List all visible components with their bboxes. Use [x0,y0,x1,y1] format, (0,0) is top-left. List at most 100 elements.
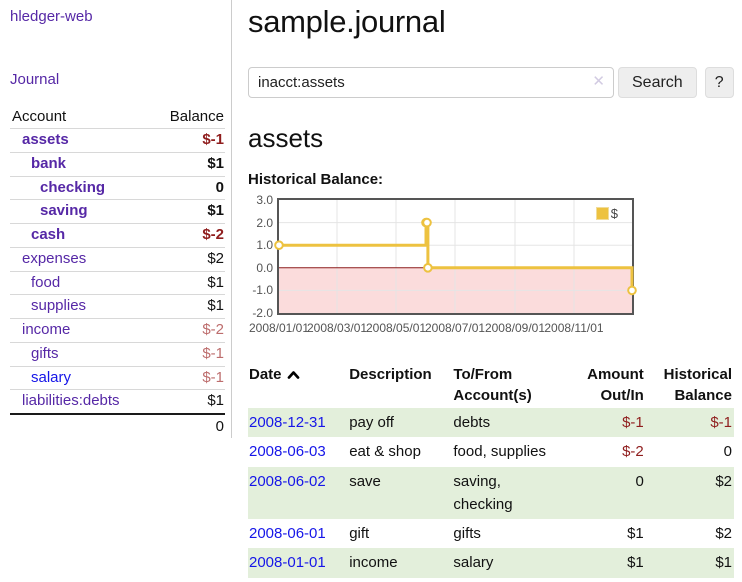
account-link[interactable]: gifts [31,344,59,362]
account-row-liabilities-debts: liabilities:debts $1 [10,389,225,414]
x-tick-label: 2008/01/01 [248,321,310,335]
account-balance: 0 [151,175,225,200]
account-row-assets: assets $-1 [10,128,225,153]
register-col-label: To/From Account(s) [453,366,532,404]
register-row: 2008-01-01 income salary $1 $1 [248,548,734,578]
legend-label: $ [610,206,618,221]
main-content: sample.journal ✕ Search ? assets Histori… [248,0,734,578]
chart-title: Historical Balance: [248,171,384,188]
x-tick-label: 2008/11/01 [544,321,604,335]
page-title: sample.journal [248,4,446,39]
x-tick-label: 2008/07/01 [424,321,486,335]
y-tick-label: -1.0 [252,283,273,298]
account-row-gifts: gifts $-1 [10,341,225,366]
search-bar: ✕ Search ? [248,67,734,98]
account-balance: $-1 [151,128,225,153]
accounts-header-balance: Balance [169,108,224,125]
account-row-food: food $1 [10,270,225,295]
accounts-total-spacer [10,413,152,438]
transaction-balance: 0 [723,443,732,461]
transaction-amount: 0 [635,472,644,490]
transaction-amount: $1 [627,525,644,542]
register-row: 2008-12-31 pay off debts $-1 $-1 [248,408,734,438]
transaction-amount: $-1 [622,414,644,431]
transaction-accounts: saving, checking [453,472,513,513]
accounts-header-row: Account Balance [10,105,225,129]
account-row-supplies: supplies $1 [10,294,225,319]
account-row-bank: bank $1 [10,151,225,176]
register-col-amount-out-in: Amount Out/In [566,362,646,408]
transaction-balance: $2 [715,472,732,490]
data-point-marker [422,217,432,228]
register-row: 2008-06-02 save saving, checking 0 $2 [248,466,734,519]
transaction-description: pay off [349,414,394,431]
data-point-marker [627,285,637,296]
data-point-marker [274,240,284,251]
account-balance: $-2 [151,318,225,343]
account-link[interactable]: food [31,273,61,291]
transaction-date-link[interactable]: 2008-12-31 [249,414,326,431]
account-link[interactable]: expenses [22,249,87,267]
account-balance: $1 [151,270,225,295]
sidebar: hledger-web Journal Account Balance asse… [0,0,232,438]
transaction-date-link[interactable]: 2008-01-01 [249,554,326,572]
register-col-label: Amount Out/In [587,366,644,404]
clear-search-icon[interactable]: ✕ [592,73,605,90]
transaction-date-link[interactable]: 2008-06-03 [249,443,326,461]
transaction-accounts: debts [453,414,491,431]
transaction-date-link[interactable]: 2008-06-01 [249,525,326,542]
legend-swatch [595,207,609,220]
account-balance: $1 [151,389,225,414]
y-tick-label: 1.0 [256,238,273,253]
register-col-to-from-account-s-: To/From Account(s) [449,362,565,408]
search-button[interactable]: Search [618,67,697,98]
account-link[interactable]: supplies [31,297,87,315]
y-tick-label: 0.0 [256,260,273,275]
x-tick-label: 2008/03/01 [306,321,368,335]
account-row-cash: cash $-2 [10,223,225,248]
transaction-accounts: salary [453,554,494,572]
transaction-accounts: gifts [453,525,481,542]
account-link[interactable]: saving [40,202,88,220]
y-tick-label: 2.0 [256,215,273,230]
register-col-label: Historical Balance [663,366,732,404]
account-link[interactable]: liabilities:debts [22,392,120,410]
account-balance: $-2 [151,223,225,248]
account-balance: $1 [151,294,225,319]
account-link[interactable]: bank [31,154,67,172]
accounts-table: Account Balance assets $-1 bank $1 checking 0… [10,105,225,438]
transaction-description: gift [349,525,370,542]
transaction-date-link[interactable]: 2008-06-02 [249,472,326,490]
register-col-label: Description [349,366,432,383]
account-row-income: income $-2 [10,318,225,343]
data-point-marker [423,263,433,273]
sort-ascending-icon [287,371,299,379]
help-button[interactable]: ? [704,67,734,98]
accounts-total-row: 0 [10,413,225,438]
register-col-label: Date [249,366,282,383]
app-title-link[interactable]: hledger-web [10,8,93,25]
sidebar-item-journal[interactable]: Journal [10,71,60,88]
register-row: 2008-06-03 eat & shop food, supplies $-2 0 [248,437,734,466]
y-tick-label: 3.0 [256,193,273,207]
account-link[interactable]: assets [22,131,69,148]
x-tick-label: 2008/09/01 [484,321,545,335]
search-input-wrap: ✕ [248,67,614,98]
account-link[interactable]: income [22,321,71,338]
account-link[interactable]: checking [40,178,106,196]
account-row-salary: salary $-1 [10,365,225,390]
account-link[interactable]: cash [31,226,66,243]
register-col-date[interactable]: Date [248,362,345,408]
chart-plot-area[interactable]: $ [274,198,637,315]
account-row-expenses: expenses $2 [10,246,225,271]
account-link[interactable]: salary [31,368,72,386]
transaction-amount: $-2 [622,443,644,461]
register-col-historical-balance: Historical Balance [646,362,734,408]
account-balance: $-1 [151,341,225,366]
accounts-total-value: 0 [151,413,225,438]
transaction-description: income [349,554,398,572]
search-input[interactable] [248,67,614,98]
register-header-row: Date Description To/From Account(s) Amount … [248,362,734,408]
transaction-balance: $-1 [710,414,732,431]
transaction-balance: $1 [715,554,732,572]
